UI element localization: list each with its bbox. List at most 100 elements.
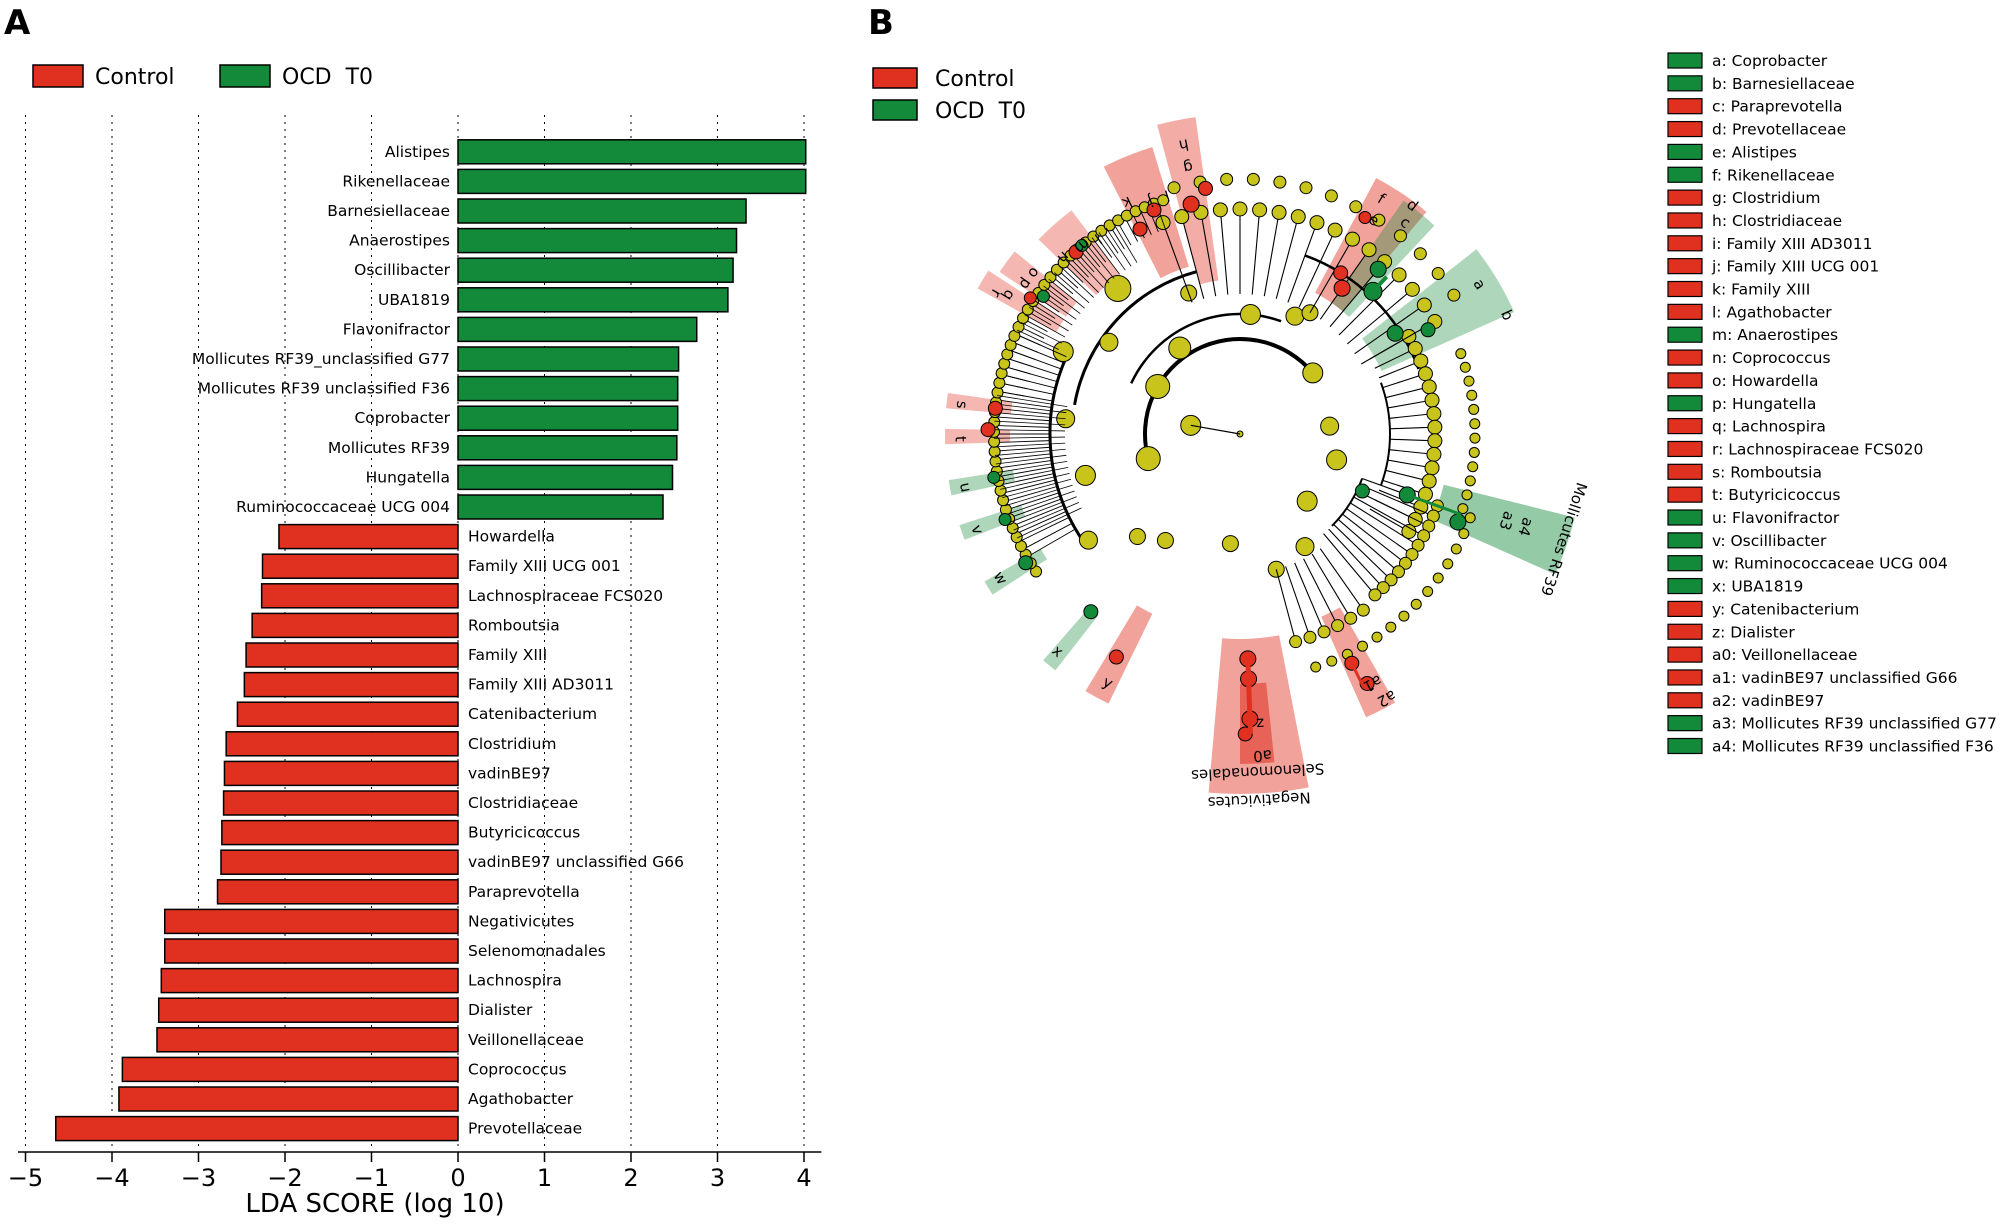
- clade-label: s: [953, 400, 972, 410]
- bar-label: UBA1819: [378, 291, 450, 309]
- bar-label: Family XIII AD3011: [468, 676, 614, 694]
- tree-branch: [1008, 358, 1060, 376]
- key-label: l: Agathobacter: [1712, 303, 1832, 321]
- tree-branch: [1011, 498, 1062, 518]
- key-swatch: [1667, 669, 1703, 686]
- key-swatch: [1667, 418, 1703, 435]
- bar-control: [251, 612, 459, 639]
- tree-branch: [1374, 348, 1416, 369]
- tree-node: [1349, 200, 1363, 214]
- tree-node: [1331, 619, 1345, 633]
- tree-node: [1427, 419, 1443, 435]
- bar-control: [216, 879, 459, 905]
- tree-branch: [994, 412, 1066, 420]
- tree-node: [1467, 461, 1479, 473]
- legend-label-control: Control: [95, 65, 175, 90]
- key-swatch: [1667, 532, 1703, 549]
- tree-node: [1421, 473, 1437, 489]
- tree-node: [1302, 362, 1324, 384]
- clad-legend-label-ocd: OCD T0: [935, 99, 1026, 124]
- tree-node: [1309, 215, 1325, 231]
- tree-node: [1299, 181, 1313, 195]
- tree-node: [1416, 297, 1432, 313]
- bar-control: [164, 938, 459, 964]
- x-tick-label: −3: [181, 1164, 216, 1192]
- panel-a-letter: A: [4, 3, 31, 43]
- tree-node: [1386, 324, 1404, 342]
- tree-node: [1369, 260, 1387, 278]
- tree-node: [1295, 537, 1315, 557]
- bar-ocd: [457, 494, 664, 520]
- bar-control: [223, 760, 459, 787]
- tree-branch: [996, 395, 1068, 408]
- tree-branch: [997, 440, 1051, 443]
- tree-node: [1087, 230, 1100, 243]
- key-label: a4: Mollicutes RF39 unclassified F36: [1712, 738, 1994, 756]
- tree-branch: [1004, 374, 1056, 389]
- bar-label: Rikenellaceae: [342, 172, 450, 190]
- tree-branch: [1033, 304, 1056, 319]
- tree-branch: [994, 436, 1066, 439]
- bar-ocd: [457, 346, 680, 372]
- tree-node: [1157, 194, 1170, 207]
- tree-branch: [1048, 284, 1069, 301]
- tree-branch: [1356, 490, 1429, 527]
- tree-node: [1044, 271, 1057, 284]
- tree-branch: [1385, 386, 1430, 399]
- bar-label: Barnesiellaceae: [327, 202, 450, 220]
- clade-label: j: [1145, 192, 1156, 211]
- tree-branch: [1342, 513, 1406, 564]
- tree-branch: [997, 416, 1051, 422]
- bar-label: Alistipes: [385, 143, 450, 161]
- cladogram-legend: Control OCD T0: [872, 67, 1026, 124]
- tree-branch: [1006, 366, 1058, 383]
- key-label: t: Butyricicoccus: [1712, 486, 1840, 504]
- key-label: f: Rikenellaceae: [1712, 166, 1835, 184]
- bar-control: [157, 997, 459, 1023]
- key-swatch: [1667, 577, 1703, 595]
- tree-branch: [1011, 350, 1062, 370]
- key-swatch: [1667, 600, 1703, 618]
- tree-branch: [1098, 232, 1126, 271]
- tree-node: [998, 513, 1012, 527]
- bar-ocd: [457, 435, 678, 461]
- bar-ocd: [457, 139, 807, 165]
- tree-node: [1036, 289, 1050, 303]
- tree-node: [1146, 202, 1162, 218]
- key-label: s: Romboutsia: [1712, 463, 1822, 481]
- tree-branch: [1016, 507, 1082, 539]
- tree-node: [1449, 513, 1467, 531]
- tree-branch: [1024, 314, 1066, 338]
- tree-branch: [1059, 271, 1079, 289]
- tree-node: [1398, 556, 1412, 570]
- tree-node: [1132, 221, 1148, 237]
- tree-branch: [998, 408, 1052, 415]
- tree-branch: [1014, 342, 1065, 364]
- x-tick-label: −1: [354, 1164, 389, 1192]
- tree-branch: [1033, 299, 1073, 326]
- tree-node: [1459, 361, 1471, 373]
- tree-branch: [1014, 504, 1065, 526]
- tree-branch: [994, 429, 1066, 432]
- key-swatch: [1667, 75, 1703, 92]
- tree-branch: [1387, 399, 1433, 409]
- bar-label: Flavonifractor: [343, 320, 451, 338]
- tree-node: [1405, 547, 1419, 561]
- tree-node: [1404, 281, 1420, 297]
- legend-swatch-control: [32, 64, 84, 88]
- clad-legend-label-control: Control: [935, 67, 1015, 92]
- tree-node: [1469, 432, 1481, 444]
- bar-control: [236, 701, 459, 727]
- tree-branch: [1025, 319, 1048, 333]
- tree-branch: [994, 448, 1066, 456]
- tree-node: [1320, 416, 1340, 436]
- key-label: v: Oscillibacter: [1712, 532, 1827, 550]
- key-label: z: Dialister: [1712, 623, 1795, 641]
- tree-branch: [1406, 493, 1462, 516]
- tree-node: [1427, 433, 1443, 449]
- bar-label: vadinBE97: [468, 764, 551, 782]
- tree-arc: [1130, 312, 1282, 384]
- key-label: o: Howardella: [1712, 372, 1819, 390]
- tree-node: [1239, 303, 1261, 325]
